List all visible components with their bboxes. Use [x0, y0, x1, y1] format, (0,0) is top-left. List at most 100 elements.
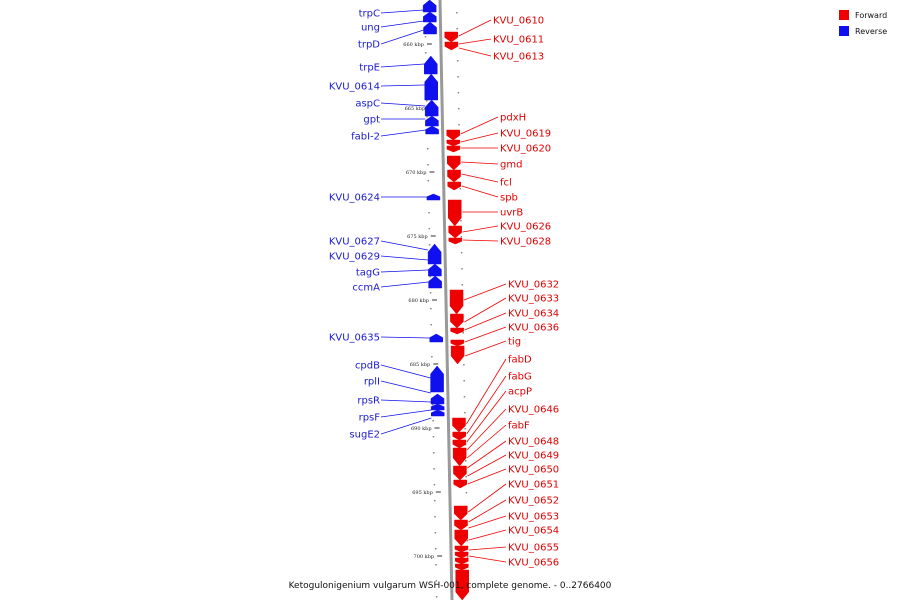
reverse-gene-label: rplI — [364, 377, 380, 388]
reverse-gene-label: aspC — [355, 99, 380, 110]
track-dot — [458, 124, 460, 126]
forward-gene-label: KVU_0633 — [508, 294, 559, 305]
forward-leader-line — [458, 38, 492, 45]
forward-gene-label: tig — [508, 337, 521, 348]
reverse-gene-arrow — [429, 333, 444, 343]
forward-gene-arrow — [447, 169, 461, 183]
track-dot — [466, 556, 469, 558]
reverse-gene-label: rpsF — [359, 413, 381, 424]
reverse-leader-line — [380, 240, 429, 251]
forward-gene-label: KVU_0652 — [508, 496, 559, 507]
forward-gene-arrow — [446, 129, 460, 141]
forward-gene-label: KVU_0656 — [508, 558, 559, 569]
forward-gene-arrow — [452, 431, 466, 441]
reverse-leader-line — [380, 129, 426, 137]
reverse-gene-arrow — [431, 409, 445, 417]
forward-gene-label: fabD — [508, 355, 532, 366]
reverse-gene-arrow — [426, 193, 441, 201]
forward-gene-labels: KVU_0610 KVU_0611 KVU_0613 pdxH KVU_0619 KVU_… — [458, 16, 559, 569]
reverse-gene-label: trpC — [359, 9, 380, 20]
forward-gene-label: KVU_0651 — [508, 480, 559, 491]
track-dot — [426, 116, 428, 118]
track-dot — [458, 108, 460, 110]
track-dot — [434, 548, 437, 550]
forward-gene-arrow — [455, 563, 469, 571]
forward-gene-label: KVU_0648 — [508, 437, 559, 448]
reverse-gene-label: KVU_0629 — [329, 252, 380, 263]
track-dot — [435, 564, 437, 566]
forward-gene-arrow — [450, 345, 465, 365]
reverse-gene-label: sugE2 — [349, 430, 380, 441]
forward-leader-line — [458, 19, 492, 37]
track-dot — [457, 92, 460, 94]
forward-gene-label: KVU_0611 — [493, 35, 544, 46]
track-dot — [433, 468, 435, 470]
forward-gene-arrow — [455, 569, 469, 600]
forward-gene-arrow — [447, 181, 461, 191]
reverse-leader-line — [380, 409, 432, 418]
scale-tick-label: 670 kbp — [406, 170, 427, 176]
forward-gene-label: fcl — [500, 178, 512, 189]
forward-gene-label: fabF — [508, 421, 530, 432]
reverse-gene-label: KVU_0614 — [329, 82, 380, 93]
track-dot — [426, 100, 428, 102]
forward-gene-arrow — [449, 289, 464, 315]
reverse-leader-line — [380, 269, 429, 273]
reverse-gene-arrow — [424, 55, 438, 75]
track-dot — [426, 148, 429, 150]
track-dot — [465, 476, 467, 478]
reverse-gene-label: ccmA — [352, 283, 380, 294]
forward-gene-arrow — [444, 41, 459, 51]
forward-gene-label: KVU_0626 — [500, 222, 551, 233]
reverse-leader-line — [380, 20, 424, 28]
reverse-gene-label: ung — [361, 23, 380, 34]
track-dot — [464, 428, 466, 430]
forward-leader-line — [458, 47, 492, 57]
forward-leader-line — [468, 546, 507, 551]
forward-gene-arrow — [454, 557, 469, 565]
forward-gene-arrow — [454, 529, 469, 547]
reverse-leader-line — [380, 336, 430, 339]
forward-leader-line — [462, 239, 499, 242]
track-dot — [430, 308, 432, 310]
forward-gene-label: KVU_0628 — [500, 237, 551, 248]
track-dot — [427, 180, 430, 182]
track-dot — [433, 452, 435, 454]
scale-tick-label: 660 kbp — [403, 42, 424, 48]
forward-leader-line — [461, 173, 499, 183]
forward-gene-arrow — [452, 439, 467, 449]
forward-gene-label: KVU_0654 — [508, 526, 559, 537]
genome-caption: Ketogulonigenium vulgarum WSH-001, compl… — [289, 581, 612, 591]
forward-gene-arrow — [448, 199, 462, 227]
legend-reverse-label: Reverse — [855, 27, 887, 36]
forward-gene-label: KVU_0655 — [508, 543, 559, 554]
track-dot — [460, 236, 463, 238]
forward-gene-label: KVU_0650 — [508, 465, 559, 476]
forward-leader-line — [466, 408, 507, 451]
track-dot — [463, 364, 465, 366]
forward-gene-label: KVU_0619 — [500, 129, 551, 140]
legend: Forward Reverse — [839, 10, 887, 36]
forward-leader-line — [464, 326, 507, 343]
track-dot — [424, 36, 427, 38]
reverse-gene-label: KVU_0627 — [329, 237, 380, 248]
track-dot — [457, 60, 459, 62]
track-dot — [461, 284, 464, 286]
legend-reverse-swatch — [839, 26, 849, 36]
forward-gene-label: gmd — [500, 160, 522, 171]
reverse-leader-line — [380, 364, 431, 379]
track-dot — [465, 460, 467, 462]
forward-gene-arrow — [450, 339, 465, 347]
forward-gene-label: KVU_0613 — [493, 52, 544, 63]
reverse-gene-arrow — [425, 125, 439, 135]
forward-gene-label: spb — [500, 193, 518, 204]
reverse-gene-arrow — [430, 365, 444, 393]
forward-gene-arrow — [450, 313, 464, 329]
reverse-gene-label: trpE — [359, 63, 380, 74]
track-dot — [429, 276, 432, 278]
forward-leader-line — [468, 529, 507, 541]
track-dot — [465, 492, 468, 494]
track-dot — [434, 500, 436, 502]
reverse-gene-label: cpdB — [355, 361, 380, 372]
